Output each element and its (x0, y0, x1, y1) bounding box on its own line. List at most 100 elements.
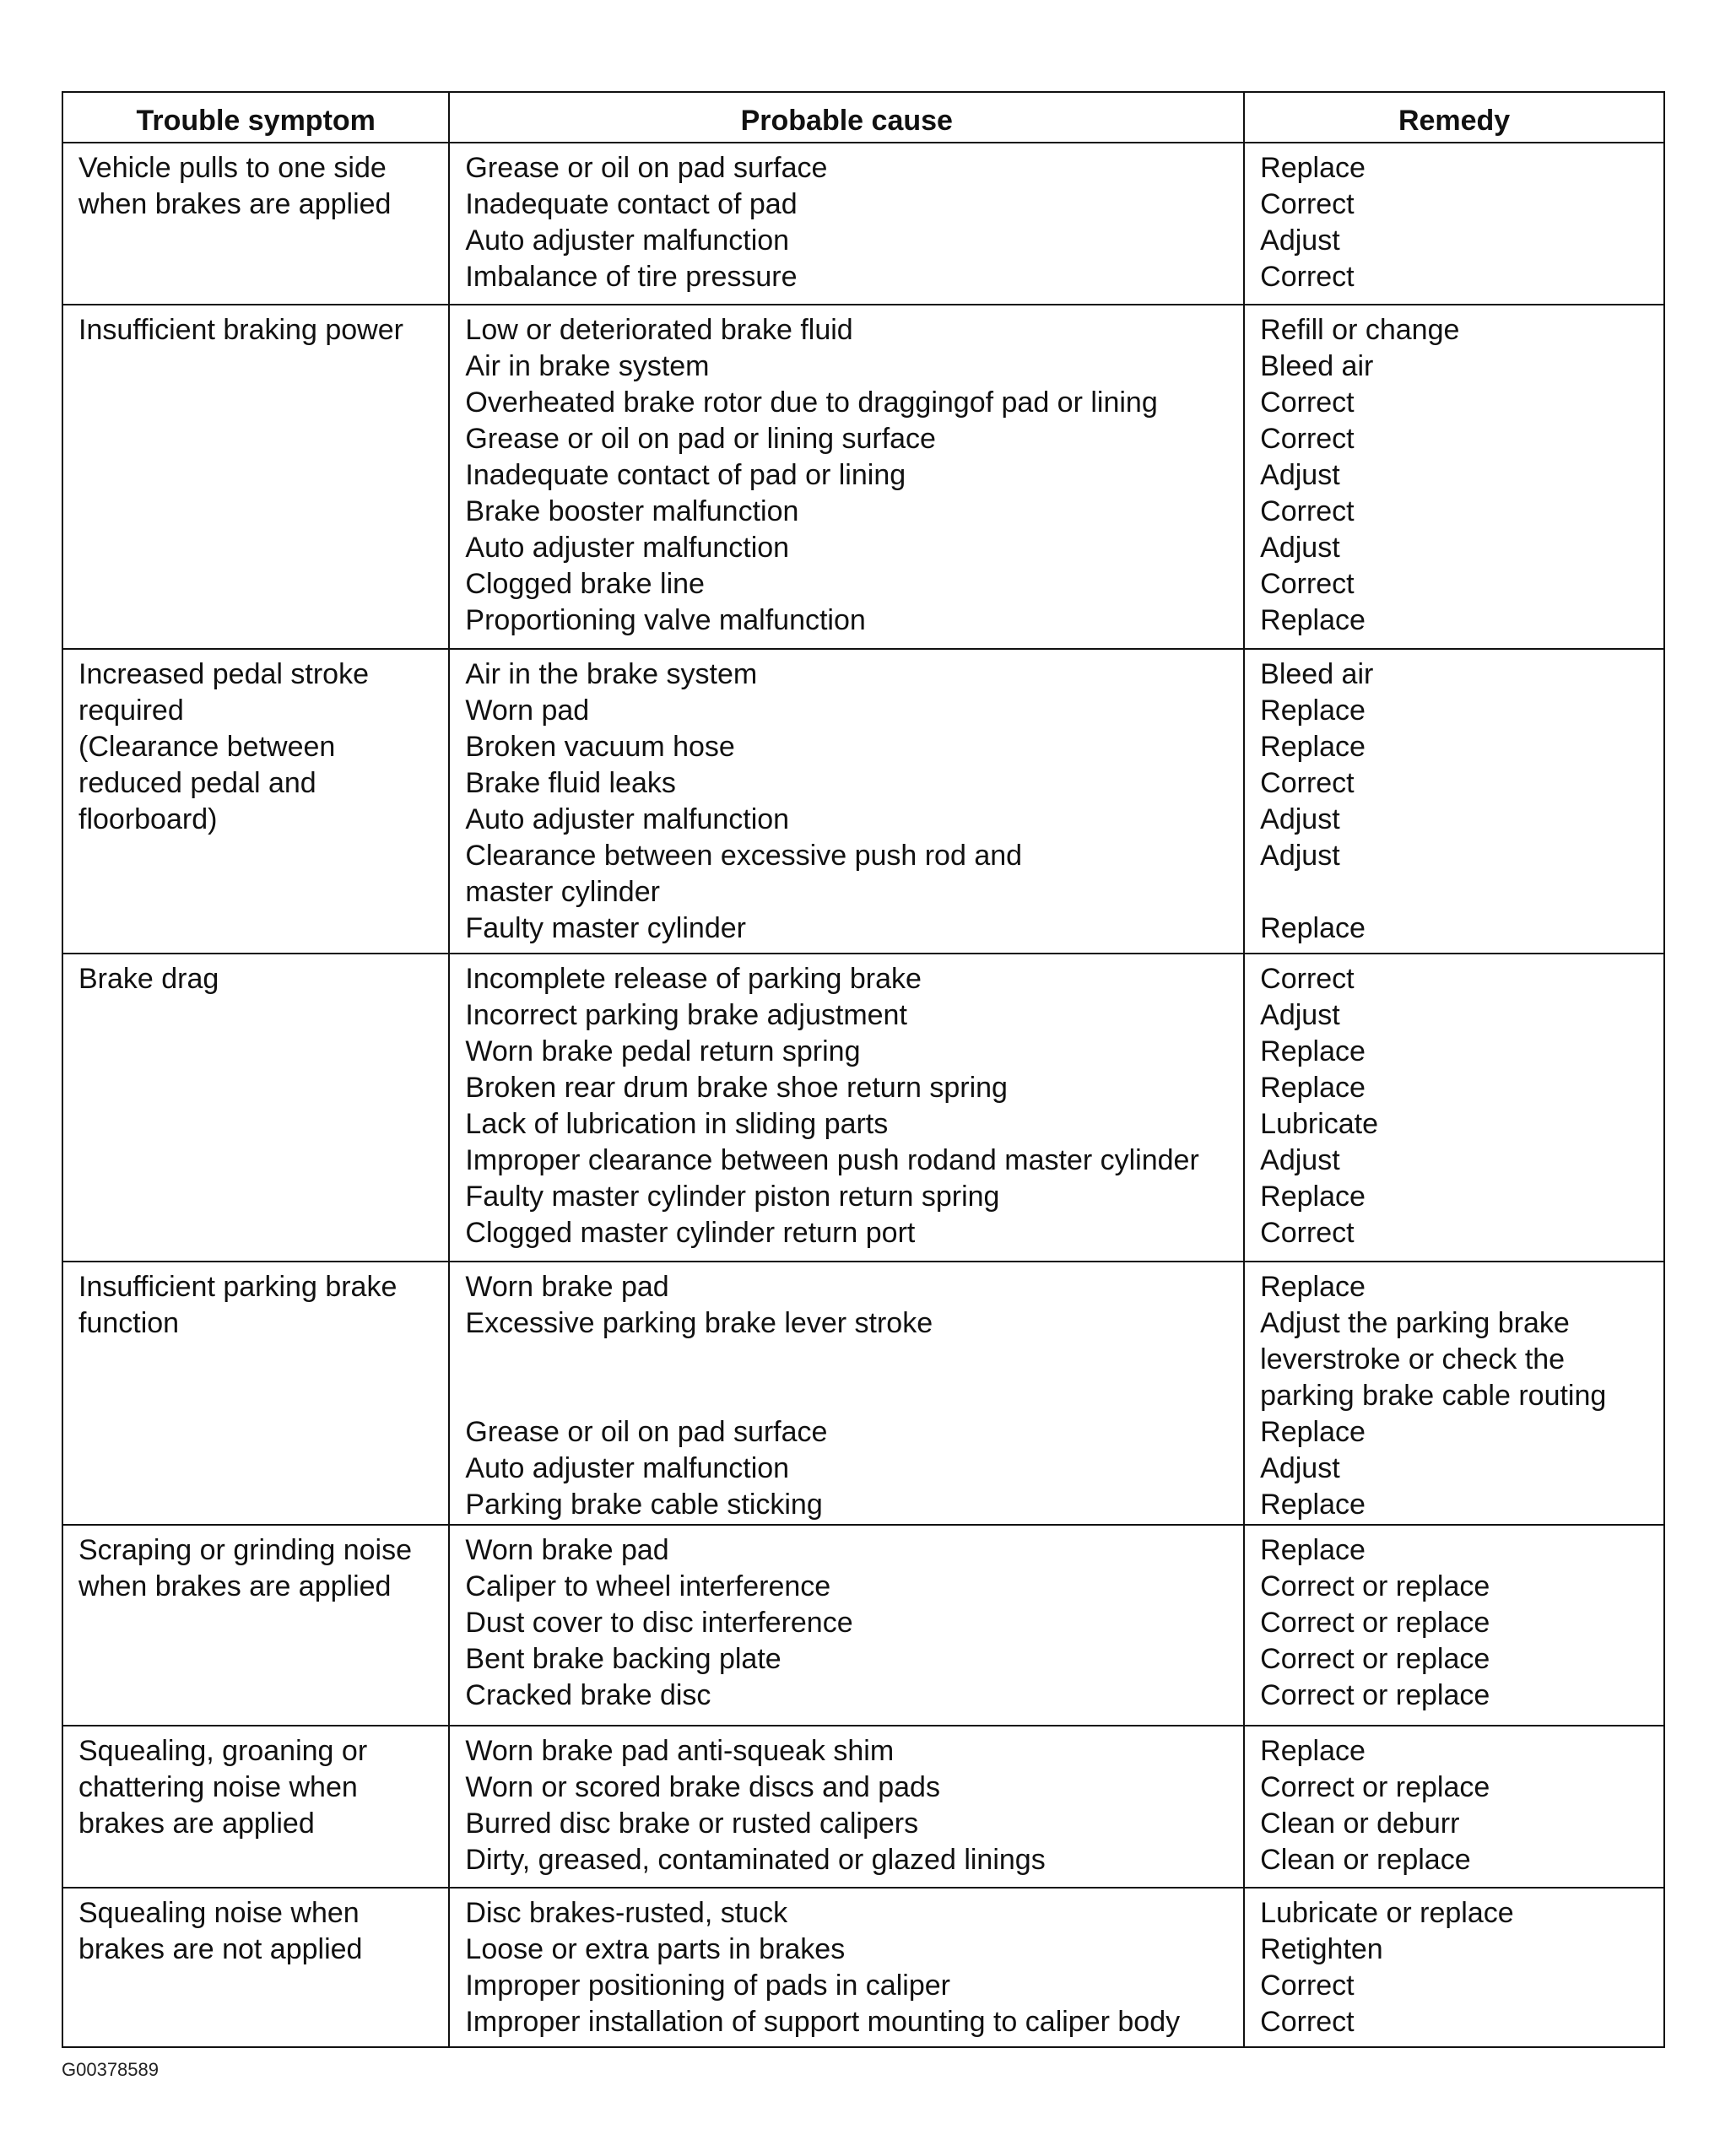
remedy-line: Replace (1260, 1035, 1366, 1067)
cause-line: Grease or oil on pad surface (465, 152, 828, 184)
remedy-line: parking brake cable routing (1260, 1380, 1607, 1412)
remedy-line: Adjust (1260, 1452, 1340, 1484)
symptom-line: Increased pedal stroke (78, 658, 369, 690)
cause-line: Bent brake backing plate (465, 1643, 781, 1675)
cause-cell: Worn brake pad Caliper to wheel interfere… (448, 1524, 1246, 1726)
symptom-line: when brakes are applied (78, 1570, 392, 1602)
remedy-line: Retighten (1260, 1933, 1383, 1965)
remedy-line (1260, 874, 1650, 910)
cause-line: Clogged master cylinder return port (465, 1217, 916, 1249)
table-row: Increased pedal stroke required (Clearance… (61, 648, 1665, 954)
table-row: Scraping or grinding noise when brakes ar… (61, 1524, 1665, 1726)
header-row: Trouble symptom Probable cause Remedy (61, 91, 1665, 143)
remedy-line: Replace (1260, 694, 1366, 727)
cause-line: Parking brake cable sticking (465, 1489, 823, 1521)
remedy-line: Correct (1260, 495, 1355, 527)
remedy-line: Replace (1260, 1489, 1366, 1521)
remedy-cell: Refill or change Bleed air Correct Correct A… (1243, 304, 1665, 650)
symptom-line: floorboard) (78, 803, 218, 835)
cause-line: Worn brake pad (465, 1271, 669, 1303)
symptom-line: function (78, 1307, 180, 1339)
header-trouble-symptom: Trouble symptom (61, 91, 451, 143)
remedy-line: Clean or deburr (1260, 1807, 1460, 1840)
cause-cell: Worn brake pad anti-squeak shim Worn or s… (448, 1725, 1246, 1889)
remedy-line: Correct or replace (1260, 1771, 1490, 1803)
cause-cell: Worn brake pad Excessive parking brake le… (448, 1261, 1246, 1526)
cause-line: Incorrect parking brake adjustment (465, 999, 907, 1031)
cause-line: Loose or extra parts in brakes (465, 1933, 846, 1965)
remedy-line: Correct (1260, 2006, 1355, 2038)
symptom-cell: Increased pedal stroke required (Clearance… (61, 648, 451, 954)
remedy-line: Replace (1260, 731, 1366, 763)
symptom-line: Insufficient parking brake (78, 1271, 398, 1303)
remedy-line: Correct (1260, 423, 1355, 455)
cause-line: Auto adjuster malfunction (465, 1452, 790, 1484)
remedy-line: Adjust (1260, 224, 1340, 257)
cause-line: Excessive parking brake lever stroke (465, 1307, 933, 1339)
cause-line: Improper positioning of pads in caliper (465, 1970, 950, 2002)
symptom-line: Squealing noise when (78, 1897, 360, 1929)
table-row: Brake drag Incomplete release of parking … (61, 953, 1665, 1262)
symptom-line: brakes are not applied (78, 1933, 363, 1965)
cause-line: Lack of lubrication in sliding parts (465, 1108, 889, 1140)
remedy-cell: Bleed air Replace Replace Correct Adjust Adju… (1243, 648, 1665, 954)
cause-line: Worn or scored brake discs and pads (465, 1771, 940, 1803)
cause-line: Worn brake pad (465, 1534, 669, 1566)
cause-line: Broken vacuum hose (465, 731, 735, 763)
remedy-line: Replace (1260, 1416, 1366, 1448)
remedy-line: Replace (1260, 604, 1366, 636)
symptom-line: chattering noise when (78, 1771, 358, 1803)
cause-cell: Low or deteriorated brake fluid Air in br… (448, 304, 1246, 650)
remedy-line: Bleed air (1260, 350, 1374, 382)
cause-line: Faulty master cylinder piston return spr… (465, 1181, 1000, 1213)
remedy-line: Adjust (1260, 1144, 1340, 1176)
cause-line: Incomplete release of parking brake (465, 963, 922, 995)
symptom-line: Squealing, groaning or (78, 1735, 368, 1767)
symptom-line: reduced pedal and (78, 767, 316, 799)
remedy-line: Correct or replace (1260, 1570, 1490, 1602)
symptom-line: brakes are applied (78, 1807, 315, 1840)
cause-line (465, 1378, 1230, 1414)
table-row: Squealing noise when brakes are not appli… (61, 1887, 1665, 2048)
cause-cell: Incomplete release of parking brake Incor… (448, 953, 1246, 1262)
cause-line: Overheated brake rotor due to draggingof… (465, 386, 1158, 419)
remedy-cell: Replace Correct Adjust Correct (1243, 142, 1665, 305)
cause-line: Cracked brake disc (465, 1679, 711, 1711)
remedy-line: Replace (1260, 1072, 1366, 1104)
cause-line: Auto adjuster malfunction (465, 224, 790, 257)
symptom-line: Brake drag (78, 963, 219, 995)
cause-line: Disc brakes-rusted, stuck (465, 1897, 788, 1929)
cause-line: master cylinder (465, 876, 660, 908)
remedy-line: Correct (1260, 963, 1355, 995)
remedy-cell: Correct Adjust Replace Replace Lubricate Adju… (1243, 953, 1665, 1262)
remedy-line: Replace (1260, 1271, 1366, 1303)
symptom-cell: Squealing, groaning or chattering noise w… (61, 1725, 451, 1889)
remedy-line: Lubricate or replace (1260, 1897, 1514, 1929)
table-row: Insufficient parking brake function Worn b… (61, 1261, 1665, 1526)
symptom-line: Vehicle pulls to one side (78, 152, 387, 184)
cause-line: Proportioning valve malfunction (465, 604, 866, 636)
symptom-line: when brakes are applied (78, 188, 392, 220)
symptom-line: (Clearance between (78, 731, 336, 763)
remedy-line: Correct (1260, 767, 1355, 799)
remedy-cell: Replace Adjust the parking brake leverstro… (1243, 1261, 1665, 1526)
cause-line: Low or deteriorated brake fluid (465, 314, 853, 346)
symptom-line: required (78, 694, 184, 727)
remedy-line: Adjust (1260, 532, 1340, 564)
cause-line: Brake fluid leaks (465, 767, 676, 799)
symptom-line: Insufficient braking power (78, 314, 403, 346)
cause-line: Dust cover to disc interference (465, 1607, 853, 1639)
table-row: Vehicle pulls to one side when brakes are… (61, 142, 1665, 305)
remedy-line: Correct (1260, 188, 1355, 220)
remedy-line: Replace (1260, 1181, 1366, 1213)
remedy-line: leverstroke or check the (1260, 1343, 1566, 1375)
remedy-line: Correct (1260, 1217, 1355, 1249)
symptom-cell: Brake drag (61, 953, 451, 1262)
cause-line: Imbalance of tire pressure (465, 261, 798, 293)
remedy-line: Correct (1260, 386, 1355, 419)
cause-line: Air in the brake system (465, 658, 758, 690)
remedy-line: Replace (1260, 152, 1366, 184)
remedy-cell: Replace Correct or replace Clean or deburr… (1243, 1725, 1665, 1889)
cause-line: Auto adjuster malfunction (465, 803, 790, 835)
symptom-line: Scraping or grinding noise (78, 1534, 413, 1566)
